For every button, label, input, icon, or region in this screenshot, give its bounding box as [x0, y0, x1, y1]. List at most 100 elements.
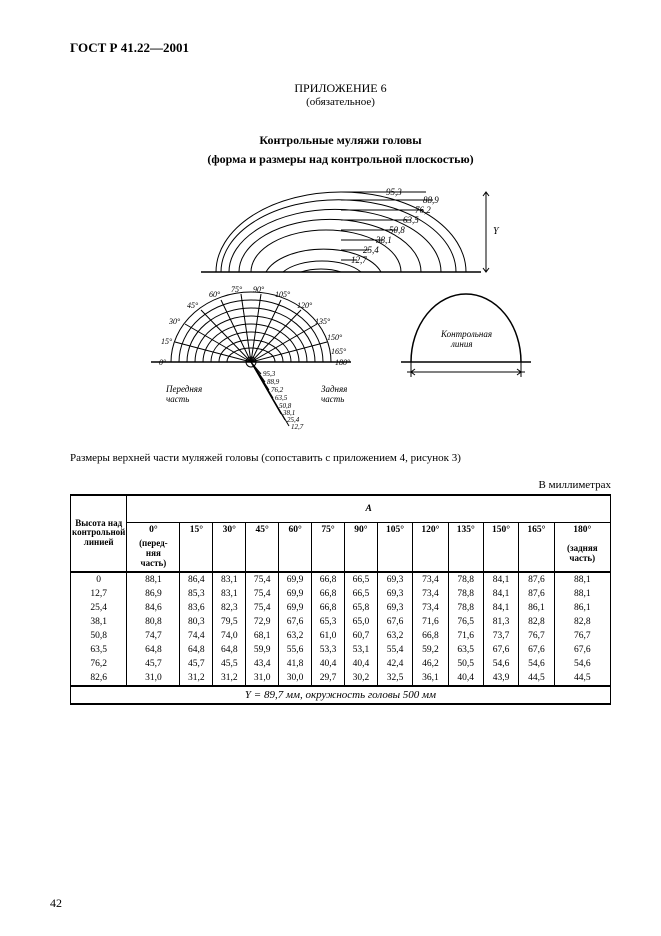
figure-subtitle: (форма и размеры над контрольной плоскос…	[70, 152, 611, 167]
height-cell: 12,7	[71, 587, 127, 601]
rad-label: 12,7	[291, 423, 304, 431]
appendix-label: ПРИЛОЖЕНИЕ 6	[70, 81, 611, 96]
front-label: Передняя часть	[165, 384, 204, 404]
value-cell: 69,3	[377, 572, 412, 587]
height-cell: 0	[71, 572, 127, 587]
value-cell: 59,2	[413, 643, 448, 657]
value-cell: 88,1	[127, 572, 180, 587]
value-cell: 86,4	[180, 572, 213, 587]
arc-label: 38,1	[375, 235, 392, 245]
value-cell: 82,8	[519, 615, 554, 629]
value-cell: 66,8	[312, 572, 345, 587]
col-angle-note: (перед-няячасть)	[127, 537, 180, 572]
value-cell: 88,1	[554, 572, 610, 587]
value-cell: 30,0	[279, 671, 312, 686]
value-cell: 69,9	[279, 587, 312, 601]
col-angle: 75°	[312, 523, 345, 538]
value-cell: 60,7	[345, 629, 378, 643]
value-cell: 87,6	[519, 572, 554, 587]
rear-label: Задняя часть	[321, 384, 350, 404]
ang-label: 15°	[161, 337, 173, 346]
value-cell: 64,8	[180, 643, 213, 657]
col-angle: 15°	[180, 523, 213, 538]
col-angle: 0°	[127, 523, 180, 538]
value-cell: 71,6	[448, 629, 483, 643]
value-cell: 66,8	[312, 587, 345, 601]
value-cell: 76,7	[554, 629, 610, 643]
value-cell: 69,9	[279, 572, 312, 587]
value-cell: 46,2	[413, 657, 448, 671]
col-angle: 30°	[213, 523, 246, 538]
value-cell: 64,8	[213, 643, 246, 657]
value-cell: 82,8	[554, 615, 610, 629]
value-cell: 32,5	[377, 671, 412, 686]
ang-label: 90°	[253, 285, 265, 294]
dimensions-table: Высота надконтрольнойлинией А 0°15°30°45…	[70, 494, 611, 705]
value-cell: 36,1	[413, 671, 448, 686]
units-label: В миллиметрах	[70, 479, 611, 491]
col-angle: 150°	[483, 523, 518, 538]
table-caption: Размеры верхней части муляжей головы (со…	[70, 452, 611, 464]
value-cell: 73,4	[413, 601, 448, 615]
control-line-label: Контрольная линия	[440, 329, 494, 349]
value-cell: 66,5	[345, 572, 378, 587]
value-cell: 74,0	[213, 629, 246, 643]
height-cell: 50,8	[71, 629, 127, 643]
value-cell: 45,7	[180, 657, 213, 671]
col-angle-note	[483, 537, 518, 572]
value-cell: 66,5	[345, 587, 378, 601]
value-cell: 67,6	[377, 615, 412, 629]
value-cell: 45,7	[127, 657, 180, 671]
value-cell: 85,3	[180, 587, 213, 601]
ang-label: 135°	[315, 317, 331, 326]
appendix-note: (обязательное)	[70, 96, 611, 108]
ang-label: 120°	[297, 301, 313, 310]
value-cell: 50,5	[448, 657, 483, 671]
value-cell: 40,4	[448, 671, 483, 686]
value-cell: 88,1	[554, 587, 610, 601]
height-cell: 76,2	[71, 657, 127, 671]
col-angle-note: (задняячасть)	[554, 537, 610, 572]
value-cell: 75,4	[246, 601, 279, 615]
value-cell: 31,0	[246, 671, 279, 686]
col-angle: 180°	[554, 523, 610, 538]
value-cell: 83,1	[213, 572, 246, 587]
value-cell: 76,7	[519, 629, 554, 643]
value-cell: 53,1	[345, 643, 378, 657]
ang-label: 165°	[331, 347, 347, 356]
col-angle-note	[413, 537, 448, 572]
value-cell: 73,4	[413, 572, 448, 587]
value-cell: 65,3	[312, 615, 345, 629]
row-header: Высота надконтрольнойлинией	[71, 495, 127, 572]
value-cell: 73,4	[413, 587, 448, 601]
value-cell: 66,8	[312, 601, 345, 615]
value-cell: 72,9	[246, 615, 279, 629]
value-cell: 80,3	[180, 615, 213, 629]
page-number: 42	[50, 896, 62, 911]
col-angle-note	[519, 537, 554, 572]
rad-label: 63,5	[275, 394, 288, 402]
value-cell: 81,3	[483, 615, 518, 629]
col-angle: 135°	[448, 523, 483, 538]
value-cell: 69,3	[377, 587, 412, 601]
arc-label: 50,8	[389, 225, 405, 235]
value-cell: 78,8	[448, 601, 483, 615]
value-cell: 54,6	[483, 657, 518, 671]
col-angle: 90°	[345, 523, 378, 538]
col-angle-note	[213, 537, 246, 572]
ang-label: 0°	[159, 358, 167, 367]
value-cell: 67,6	[519, 643, 554, 657]
value-cell: 83,6	[180, 601, 213, 615]
value-cell: 74,7	[127, 629, 180, 643]
height-cell: 63,5	[71, 643, 127, 657]
value-cell: 66,8	[413, 629, 448, 643]
value-cell: 41,8	[279, 657, 312, 671]
value-cell: 54,6	[519, 657, 554, 671]
table-footer: Y = 89,7 мм, окружность головы 500 мм	[71, 686, 611, 704]
value-cell: 42,4	[377, 657, 412, 671]
col-angle: 165°	[519, 523, 554, 538]
height-cell: 38,1	[71, 615, 127, 629]
doc-header: ГОСТ Р 41.22—2001	[70, 40, 611, 56]
value-cell: 65,0	[345, 615, 378, 629]
value-cell: 63,5	[448, 643, 483, 657]
